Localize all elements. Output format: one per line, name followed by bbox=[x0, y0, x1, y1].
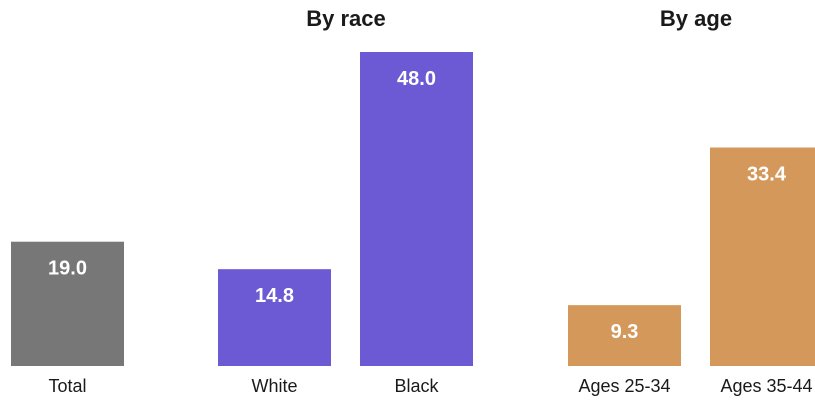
bar-total bbox=[11, 241, 124, 366]
category-label: Ages 25-34 bbox=[578, 376, 670, 396]
bar-black bbox=[360, 52, 473, 366]
bar-ages-25-34 bbox=[568, 305, 681, 366]
bar-value-label: 48.0 bbox=[397, 68, 436, 90]
bar-white bbox=[218, 269, 331, 366]
bar-value-label: 14.8 bbox=[255, 285, 294, 307]
category-label: Black bbox=[394, 376, 439, 396]
bar-value-label: 9.3 bbox=[611, 321, 639, 343]
category-label: Ages 35-44 bbox=[720, 376, 812, 396]
category-label: Total bbox=[48, 376, 86, 396]
group-title: By age bbox=[660, 6, 732, 31]
group-title: By race bbox=[306, 6, 386, 31]
bar-value-label: 33.4 bbox=[747, 164, 787, 186]
bar-value-label: 19.0 bbox=[48, 258, 87, 280]
category-label: White bbox=[251, 376, 297, 396]
bar-ages-35-44 bbox=[710, 147, 815, 366]
